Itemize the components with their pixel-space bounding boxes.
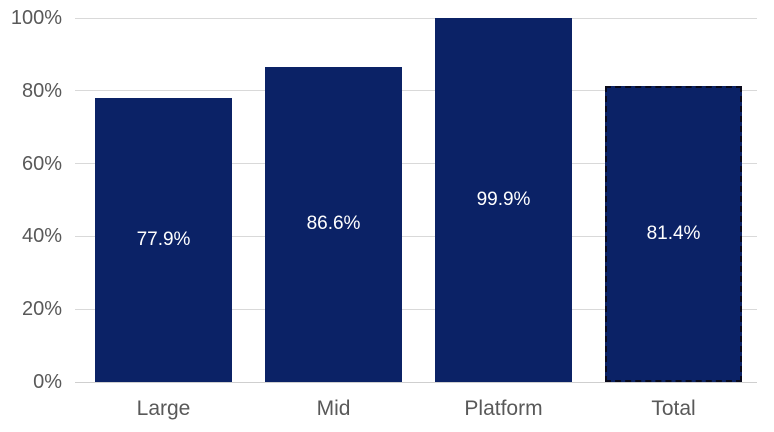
bar-large — [95, 98, 232, 382]
gridline-0% — [75, 381, 757, 383]
x-axis-label-large: Large — [136, 397, 191, 420]
x-axis-label-mid: Mid — [316, 397, 351, 420]
data-label-large: 77.9% — [136, 229, 191, 251]
gridline-100% — [75, 17, 757, 19]
y-axis-tick-label: 40% — [21, 225, 62, 248]
y-axis-tick-label: 20% — [21, 298, 62, 321]
bar-mid — [265, 66, 402, 382]
y-axis-tick-label: 60% — [21, 152, 62, 175]
data-label-platform: 99.9% — [476, 189, 531, 211]
y-axis-tick-label: 80% — [21, 79, 62, 102]
bar-platform — [435, 18, 572, 382]
x-axis-label-platform: Platform — [464, 397, 543, 420]
gridline-80% — [75, 90, 757, 92]
y-axis-tick-label: 100% — [10, 7, 62, 29]
data-label-mid: 86.6% — [306, 213, 361, 235]
gridline-60% — [75, 163, 757, 165]
x-axis-label-total: Total — [651, 397, 696, 420]
gridline-20% — [75, 308, 757, 310]
bar-total — [605, 85, 742, 382]
data-label-total: 81.4% — [646, 222, 701, 244]
gridline-40% — [75, 235, 757, 237]
y-axis-tick-label: 0% — [33, 371, 62, 393]
